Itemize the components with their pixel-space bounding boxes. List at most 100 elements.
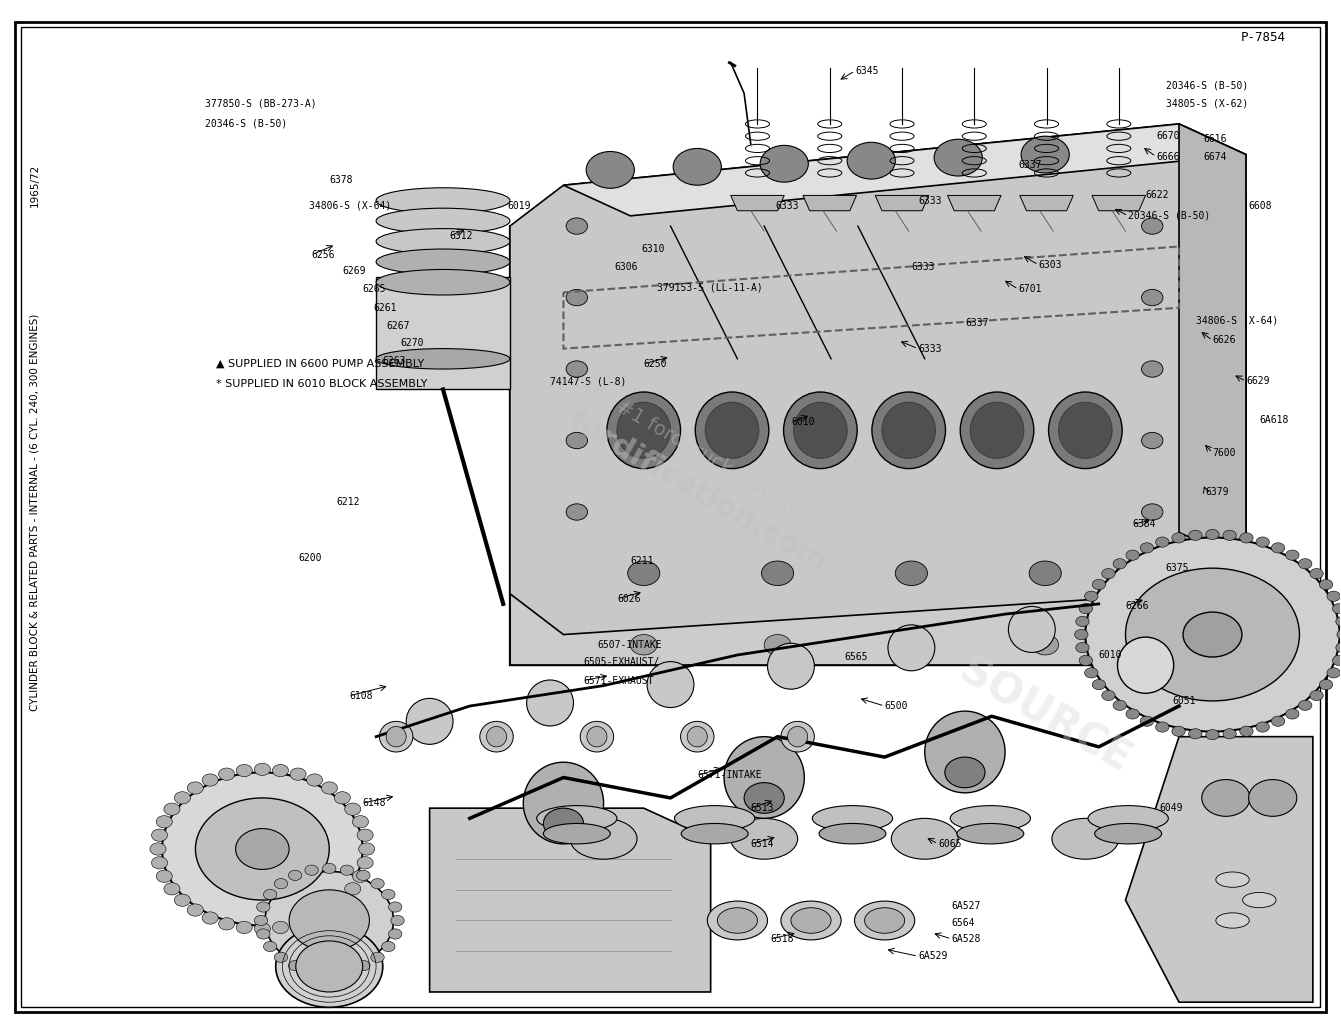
Circle shape (1172, 726, 1185, 736)
Circle shape (764, 635, 791, 655)
Text: 6513: 6513 (751, 803, 774, 813)
Text: 6270: 6270 (400, 339, 424, 348)
Circle shape (1085, 591, 1098, 601)
Text: 6571-INTAKE: 6571-INTAKE (697, 770, 762, 780)
Circle shape (255, 763, 271, 775)
Circle shape (357, 961, 370, 971)
Text: ▲ SUPPLIED IN 6600 PUMP ASSEMBLY: ▲ SUPPLIED IN 6600 PUMP ASSEMBLY (216, 359, 424, 369)
Polygon shape (876, 196, 929, 211)
Text: 20346-S (B-50): 20346-S (B-50) (1128, 211, 1211, 221)
Ellipse shape (543, 823, 610, 844)
Circle shape (1113, 559, 1126, 569)
Text: 6303: 6303 (1038, 260, 1062, 270)
Circle shape (345, 883, 361, 895)
Circle shape (162, 772, 362, 926)
Text: 34805-S (X-62): 34805-S (X-62) (1165, 98, 1248, 109)
Ellipse shape (960, 392, 1034, 469)
Circle shape (1126, 709, 1140, 719)
Circle shape (272, 765, 288, 776)
Ellipse shape (813, 806, 893, 831)
Text: 34806-S (X-64): 34806-S (X-64) (310, 201, 392, 211)
Ellipse shape (536, 806, 617, 831)
Ellipse shape (1243, 892, 1277, 907)
Text: 6065: 6065 (939, 839, 961, 849)
Ellipse shape (675, 806, 755, 831)
Circle shape (628, 561, 660, 586)
Circle shape (1092, 680, 1105, 690)
Circle shape (1328, 668, 1341, 678)
Circle shape (566, 360, 587, 377)
Circle shape (1239, 532, 1252, 543)
Circle shape (152, 829, 168, 842)
Circle shape (1223, 729, 1236, 739)
Ellipse shape (783, 392, 857, 469)
Circle shape (1336, 642, 1341, 652)
Ellipse shape (872, 392, 945, 469)
Circle shape (1126, 550, 1140, 560)
Circle shape (896, 561, 928, 586)
Circle shape (1102, 568, 1116, 579)
Text: 6306: 6306 (614, 262, 638, 272)
Circle shape (1333, 655, 1341, 666)
Polygon shape (1092, 196, 1145, 211)
Circle shape (266, 871, 393, 970)
Text: 6266: 6266 (1125, 601, 1149, 611)
Circle shape (188, 782, 204, 794)
Text: 6A527: 6A527 (952, 901, 980, 911)
Text: 6051: 6051 (1172, 696, 1196, 706)
Circle shape (1085, 538, 1340, 731)
Ellipse shape (819, 823, 886, 844)
Circle shape (272, 922, 288, 934)
Circle shape (1029, 561, 1061, 586)
Circle shape (1223, 530, 1236, 541)
Circle shape (256, 929, 270, 939)
Ellipse shape (386, 726, 406, 746)
Ellipse shape (1216, 912, 1250, 928)
Text: 6261: 6261 (373, 303, 397, 312)
Circle shape (935, 139, 983, 176)
Circle shape (1298, 700, 1311, 711)
Circle shape (1271, 543, 1285, 553)
Circle shape (174, 894, 190, 906)
Ellipse shape (1088, 806, 1168, 831)
Circle shape (188, 904, 204, 916)
Ellipse shape (854, 901, 915, 940)
Circle shape (341, 966, 354, 976)
Circle shape (255, 915, 268, 926)
Ellipse shape (731, 818, 798, 859)
Circle shape (1286, 550, 1299, 560)
Text: 6626: 6626 (1212, 336, 1236, 345)
Ellipse shape (707, 901, 767, 940)
Circle shape (1092, 580, 1105, 590)
Ellipse shape (1051, 818, 1118, 859)
Polygon shape (948, 196, 1000, 211)
Text: 6108: 6108 (349, 691, 373, 700)
Text: 6019: 6019 (507, 201, 531, 211)
Circle shape (202, 774, 219, 786)
Circle shape (304, 865, 318, 876)
Circle shape (762, 561, 794, 586)
Circle shape (566, 504, 587, 520)
Ellipse shape (1058, 402, 1112, 459)
Circle shape (1141, 360, 1163, 377)
Text: 6049: 6049 (1159, 803, 1183, 813)
Ellipse shape (375, 208, 510, 233)
Circle shape (1286, 709, 1299, 719)
Ellipse shape (487, 726, 507, 746)
Text: * SUPPLIED IN 6010 BLOCK ASSEMBLY: * SUPPLIED IN 6010 BLOCK ASSEMBLY (216, 379, 426, 389)
Circle shape (1328, 591, 1341, 601)
Text: 6A529: 6A529 (919, 951, 948, 962)
Circle shape (275, 952, 288, 963)
Circle shape (1031, 635, 1058, 655)
Polygon shape (510, 165, 1246, 666)
Circle shape (1141, 432, 1163, 449)
Text: 6571-EXHAUST: 6571-EXHAUST (583, 676, 654, 685)
Circle shape (1140, 716, 1153, 726)
Ellipse shape (375, 187, 510, 213)
Circle shape (1102, 690, 1116, 700)
Circle shape (1336, 616, 1341, 627)
Text: 6333: 6333 (912, 262, 935, 272)
Circle shape (275, 879, 288, 889)
Polygon shape (375, 278, 510, 389)
Ellipse shape (865, 907, 905, 933)
